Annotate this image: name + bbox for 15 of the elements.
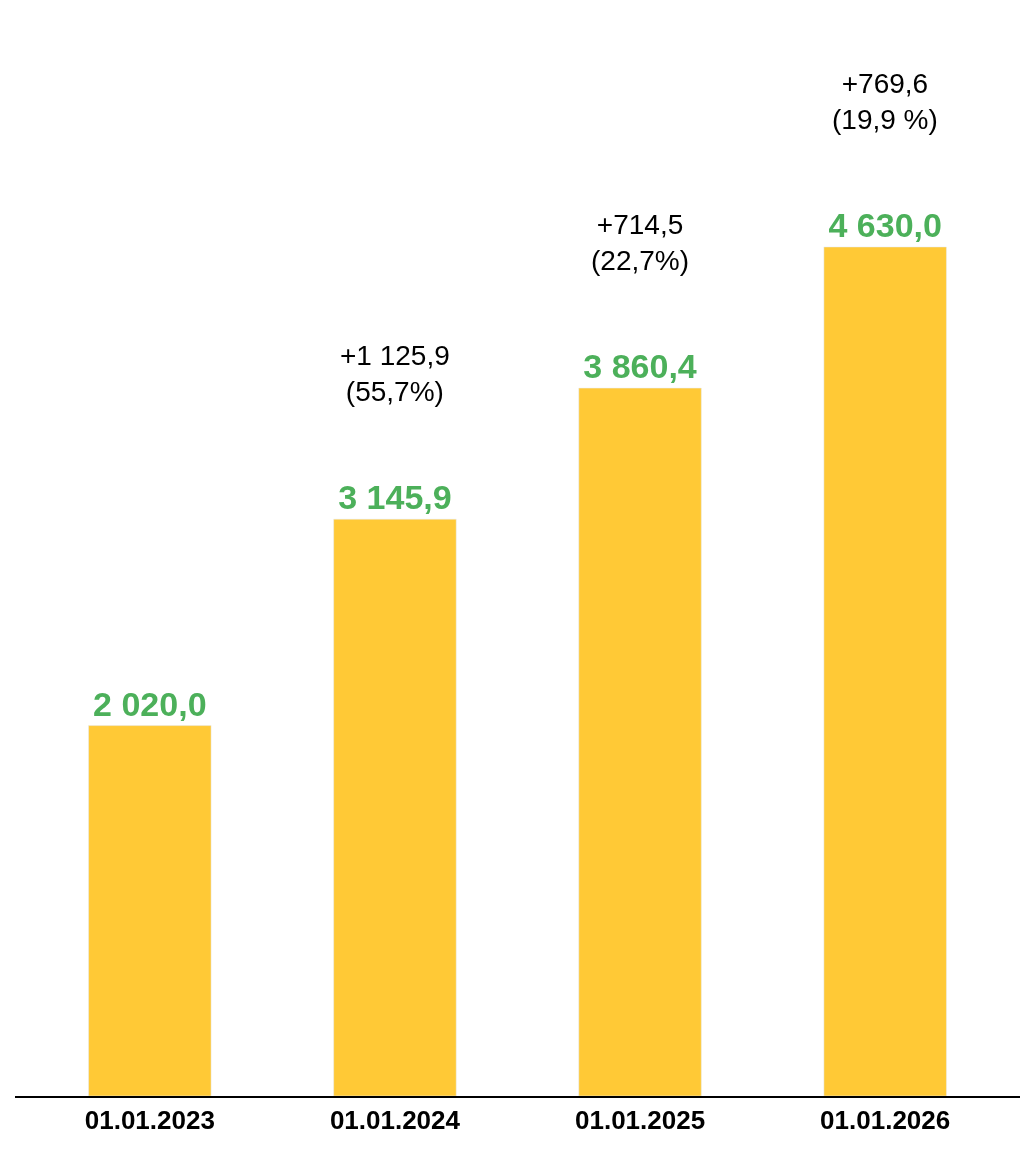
annotation: +714,5 (22,7%): [591, 209, 690, 277]
x-tick-label: 01.01.2023: [84, 1105, 215, 1136]
x-tick-label: 01.01.2024: [329, 1105, 461, 1136]
bar: [823, 246, 947, 1096]
data-label: 2 020,0: [93, 684, 207, 723]
data-label: 3 145,9: [338, 478, 452, 517]
bar: [333, 518, 457, 1096]
bar: [88, 725, 212, 1096]
annotation: +1 125,9 (55,7%): [340, 340, 450, 408]
data-label: 3 860,4: [583, 347, 697, 386]
x-tick-label: 01.01.2026: [820, 1105, 951, 1136]
x-tick-label: 01.01.2025: [574, 1105, 706, 1136]
data-label: 4 630,0: [828, 205, 942, 244]
text: +769,6 (19,9 %): [832, 68, 938, 136]
bar: [578, 387, 702, 1096]
